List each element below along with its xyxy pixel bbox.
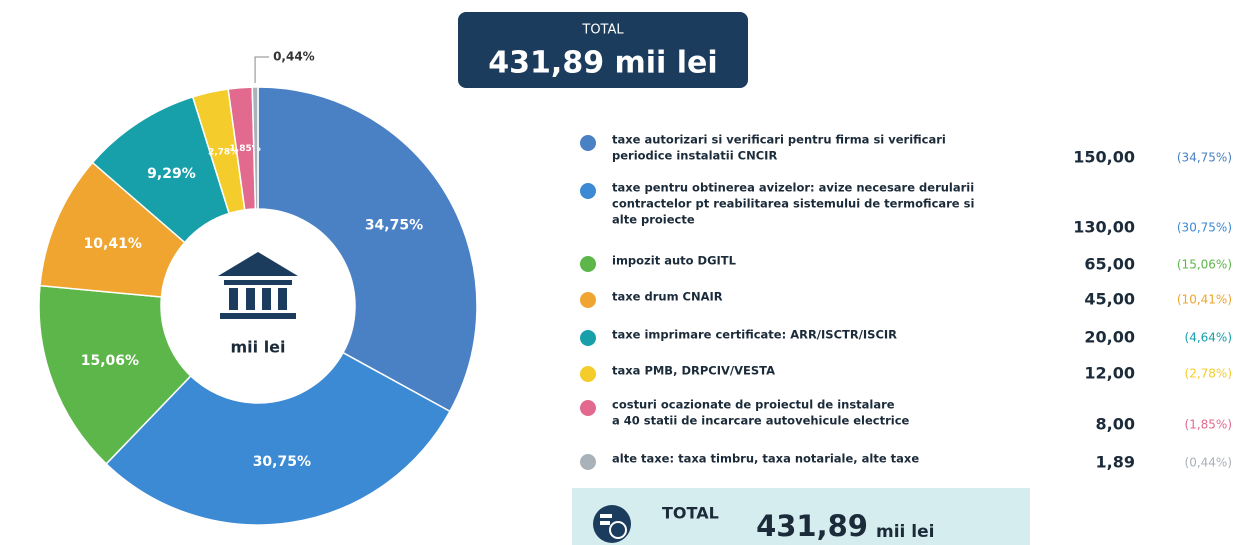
legend-amount: 12,00 — [1084, 364, 1135, 383]
header-value: 431,89 mii lei — [488, 46, 717, 81]
legend-amount: 45,00 — [1084, 290, 1135, 309]
legend-text: contractelor pt reabilitarea sistemului … — [612, 197, 974, 211]
slice-label: 34,75% — [365, 218, 423, 234]
legend-text: taxe pentru obtinerea avizelor: avize ne… — [612, 181, 974, 195]
legend-text: taxa PMB, DRPCIV/VESTA — [612, 364, 775, 378]
legend-amount: 20,00 — [1084, 328, 1135, 347]
legend-amount: 8,00 — [1096, 415, 1135, 434]
legend-text: costuri ocazionate de proiectul de insta… — [612, 398, 895, 412]
legend-dot — [580, 183, 596, 199]
slice-label: 10,41% — [84, 236, 142, 252]
legend-percent: (2,78%) — [1185, 367, 1232, 381]
slice-label: 1,85% — [230, 144, 261, 154]
legend-text: periodice instalatii CNCIR — [612, 149, 777, 163]
slice-label: 0,44% — [273, 50, 315, 64]
legend-dot — [580, 366, 596, 382]
legend-text: taxe autorizari si verificari pentru fir… — [612, 133, 946, 147]
slice-label: 9,29% — [147, 166, 196, 182]
legend-amount: 130,00 — [1073, 218, 1135, 237]
legend-percent: (0,44%) — [1185, 456, 1232, 470]
legend-dot — [580, 454, 596, 470]
footer-label: TOTAL — [662, 504, 719, 523]
legend-percent: (34,75%) — [1177, 151, 1232, 165]
center-label: mii lei — [230, 338, 285, 357]
donut: 34,75% 30,75% 15,06% 10,41% 9,29% 2,78%1,85% 0… — [38, 50, 478, 526]
slice-label: 2,78% — [208, 147, 239, 157]
slice-label: 30,75% — [253, 454, 311, 470]
legend-dot — [580, 400, 596, 416]
slice — [105, 351, 451, 526]
footer-icon-coin — [609, 521, 627, 539]
footer-value: 431,89 — [756, 509, 868, 543]
legend-percent: (4,64%) — [1185, 331, 1232, 345]
slice — [38, 284, 192, 465]
header-box — [458, 12, 748, 88]
legend: taxe autorizari si verificari pentru fir… — [580, 133, 1232, 472]
legend-amount: 1,89 — [1096, 453, 1135, 472]
footer-box — [572, 488, 1030, 545]
legend-dot — [580, 256, 596, 272]
legend-text: impozit auto DGITL — [612, 254, 737, 268]
leader-line — [254, 56, 270, 84]
legend-amount: 150,00 — [1073, 148, 1135, 167]
legend-dot — [580, 292, 596, 308]
legend-text: a 40 statii de incarcare autovehicule el… — [612, 414, 910, 428]
legend-text: taxe imprimare certificate: ARR/ISCTR/IS… — [612, 328, 897, 342]
legend-percent: (30,75%) — [1177, 221, 1232, 235]
legend-text: alte proiecte — [612, 213, 695, 227]
legend-dot — [580, 135, 596, 151]
slice — [257, 86, 478, 413]
slice-label: 15,06% — [81, 353, 139, 369]
legend-percent: (1,85%) — [1185, 418, 1232, 432]
bank-icon — [218, 252, 298, 319]
footer-icon-stack — [600, 514, 612, 518]
legend-dot — [580, 330, 596, 346]
slice — [251, 86, 259, 210]
footer-unit: mii lei — [876, 522, 934, 542]
legend-text: taxe drum CNAIR — [612, 290, 723, 304]
header-label: TOTAL — [581, 23, 624, 38]
legend-percent: (15,06%) — [1177, 258, 1232, 272]
footer-icon-stack — [600, 521, 610, 525]
legend-percent: (10,41%) — [1177, 293, 1232, 307]
legend-amount: 65,00 — [1084, 255, 1135, 274]
legend-text: alte taxe: taxa timbru, taxa notariale, … — [612, 452, 919, 466]
